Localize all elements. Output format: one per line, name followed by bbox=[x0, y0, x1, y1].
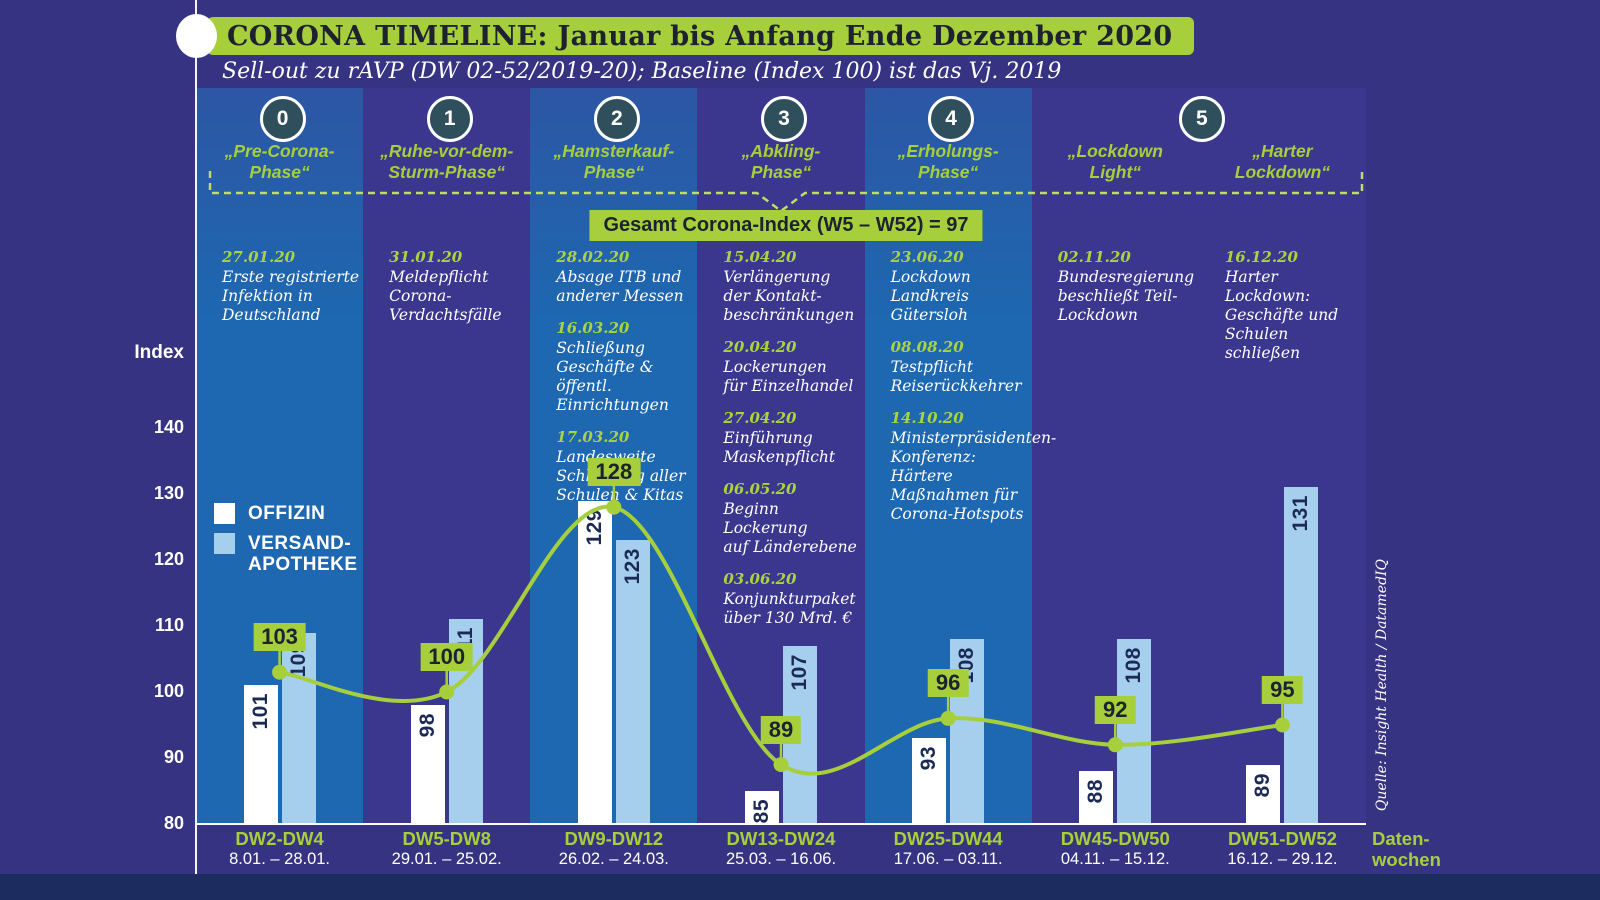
event-date: 15.04.20 bbox=[723, 248, 797, 266]
x-group-label: DW51-DW52 16.12. – 29.12. bbox=[1197, 828, 1367, 870]
index-value-box: 128 bbox=[587, 458, 641, 487]
dw-range-label: DW9-DW12 bbox=[564, 828, 664, 849]
event-text: Schließung Geschäfte & öffentl. Einrichtun… bbox=[556, 339, 669, 414]
phase-number-badge: 3 bbox=[761, 96, 807, 142]
date-range-label: 26.02. – 24.03. bbox=[558, 850, 669, 868]
phase-number-badge: 2 bbox=[593, 96, 640, 142]
event-date: 16.12.20 bbox=[1224, 248, 1298, 266]
offizin-bar: 85 bbox=[745, 791, 779, 824]
bottom-strip bbox=[0, 874, 1600, 900]
y-tick-label: 140 bbox=[153, 417, 184, 437]
x-group-label: DW13-DW24 25.03. – 16.06. bbox=[696, 828, 866, 870]
event-date: 06.05.20 bbox=[723, 480, 797, 498]
legend-label: OFFIZIN bbox=[248, 503, 326, 524]
legend: OFFIZIN VERSAND- APOTHEKE bbox=[214, 503, 358, 584]
phase-number-badge: 4 bbox=[928, 96, 975, 142]
timeline-event: 23.06.20 Lockdown Landkreis Gütersloh bbox=[891, 248, 1028, 325]
event-date: 23.06.20 bbox=[890, 248, 964, 266]
event-text: Absage ITB und anderer Messen bbox=[556, 268, 684, 305]
event-date: 31.01.20 bbox=[389, 248, 463, 266]
legend-swatch-icon bbox=[214, 503, 235, 524]
x-axis-title: Daten-wochen bbox=[1372, 828, 1441, 870]
page-subtitle: Sell-out zu rAVP (DW 02-52/2019-20); Bas… bbox=[222, 59, 1062, 84]
timeline-event: 16.12.20 Harter Lockdown: Geschäfte und Sch… bbox=[1225, 248, 1362, 363]
x-group-label: DW45-DW50 04.11. – 15.12. bbox=[1030, 828, 1200, 870]
event-date: 28.02.20 bbox=[556, 248, 630, 266]
legend-item: VERSAND- APOTHEKE bbox=[214, 533, 358, 575]
x-axis-line bbox=[196, 823, 1366, 825]
timeline-event: 31.01.20 Meldepflicht Corona-Verdachtsfäll… bbox=[389, 248, 526, 325]
dw-range-label: DW5-DW8 bbox=[402, 828, 491, 849]
page-title: CORONA TIMELINE: Januar bis Anfang Ende … bbox=[207, 17, 1195, 55]
event-date: 17.03.20 bbox=[556, 428, 630, 446]
dw-range-label: DW51-DW52 bbox=[1227, 828, 1337, 849]
timeline-event: 15.04.20 Verlängerung der Kontakt-beschrän… bbox=[723, 248, 860, 325]
phase-number-badge: 5 bbox=[1178, 96, 1225, 142]
y-tick-label: 90 bbox=[163, 747, 184, 767]
date-range-label: 29.01. – 25.02. bbox=[391, 850, 502, 868]
timeline-event: 16.03.20 Schließung Geschäfte & öffentl. Ei… bbox=[556, 319, 693, 415]
dw-range-label: DW2-DW4 bbox=[235, 828, 324, 849]
gesamt-corona-index-badge: Gesamt Corona-Index (W5 – W52) = 97 bbox=[589, 210, 983, 241]
event-date: 27.04.20 bbox=[723, 409, 797, 427]
event-text: Verlängerung der Kontakt-beschränkungen bbox=[723, 268, 855, 324]
dw-range-label: DW45-DW50 bbox=[1060, 828, 1170, 849]
date-range-label: 17.06. – 03.11. bbox=[893, 850, 1003, 868]
timeline-event: 08.08.20 Testpflicht Reiserückkehrer bbox=[891, 338, 1028, 396]
event-date: 08.08.20 bbox=[890, 338, 964, 356]
timeline-vertical-line bbox=[195, 0, 197, 874]
event-text: Lockdown Landkreis Gütersloh bbox=[890, 268, 971, 324]
timeline-event: 20.04.20 Lockerungen für Einzelhandel bbox=[723, 338, 860, 396]
legend-item: OFFIZIN bbox=[214, 503, 358, 524]
phase-number-badge: 1 bbox=[426, 96, 473, 142]
dw-range-label: DW25-DW44 bbox=[893, 828, 1003, 849]
dw-range-label: DW13-DW24 bbox=[726, 828, 836, 849]
legend-swatch-icon bbox=[214, 533, 235, 554]
phase-number-badge: 0 bbox=[259, 96, 306, 142]
event-date: 14.10.20 bbox=[890, 409, 964, 427]
event-date: 27.01.20 bbox=[222, 248, 296, 266]
offizin-bar: 101 bbox=[243, 685, 278, 824]
x-group-label: DW2-DW4 8.01. – 28.01. bbox=[195, 828, 365, 870]
date-range-label: 16.12. – 29.12. bbox=[1227, 850, 1338, 868]
legend-label: VERSAND- APOTHEKE bbox=[248, 533, 358, 575]
offizin-bar: 88 bbox=[1079, 771, 1114, 824]
y-tick-label: 120 bbox=[153, 549, 184, 569]
versand-bar: 131 bbox=[1284, 487, 1319, 824]
timeline-event: 27.04.20 Einführung Maskenpflicht bbox=[723, 409, 860, 467]
event-text: Lockerungen für Einzelhandel bbox=[723, 358, 854, 395]
source-credit: Quelle: Insight Health / DatamedIQ bbox=[1374, 558, 1390, 812]
y-axis-title: Index bbox=[134, 342, 184, 363]
timeline-event: 27.01.20 Erste registrierte Infektion in De… bbox=[222, 248, 359, 325]
date-range-label: 8.01. – 28.01. bbox=[229, 850, 331, 868]
event-text: Erste registrierte Infektion in Deutschlan… bbox=[222, 268, 360, 324]
y-tick-label: 80 bbox=[163, 813, 184, 833]
event-date: 02.11.20 bbox=[1057, 248, 1131, 266]
y-tick-label: 110 bbox=[154, 615, 184, 635]
date-range-label: 04.11. – 15.12. bbox=[1060, 850, 1170, 868]
event-date: 20.04.20 bbox=[723, 338, 797, 356]
event-date: 16.03.20 bbox=[556, 319, 630, 337]
timeline-event: 02.11.20 Bundesregierung beschließt Teil- L… bbox=[1058, 248, 1195, 325]
date-range-label: 25.03. – 16.06. bbox=[725, 850, 837, 868]
y-tick-label: 130 bbox=[153, 483, 184, 503]
event-text: Harter Lockdown: Geschäfte und Schulen sch… bbox=[1224, 268, 1339, 362]
event-text: Meldepflicht Corona-Verdachtsfälle bbox=[389, 268, 502, 324]
timeline-start-circle-icon bbox=[176, 14, 217, 58]
event-text: Einführung Maskenpflicht bbox=[723, 429, 836, 466]
x-group-label: DW9-DW12 26.02. – 24.03. bbox=[529, 828, 699, 870]
event-text: Testpflicht Reiserückkehrer bbox=[890, 358, 1022, 395]
event-text: Bundesregierung beschließt Teil- Lockdown bbox=[1057, 268, 1195, 324]
x-group-label: DW25-DW44 17.06. – 03.11. bbox=[863, 828, 1033, 870]
y-tick-label: 100 bbox=[153, 681, 184, 701]
timeline-event: 28.02.20 Absage ITB und anderer Messen bbox=[556, 248, 693, 306]
x-group-label: DW5-DW8 29.01. – 25.02. bbox=[362, 828, 532, 870]
